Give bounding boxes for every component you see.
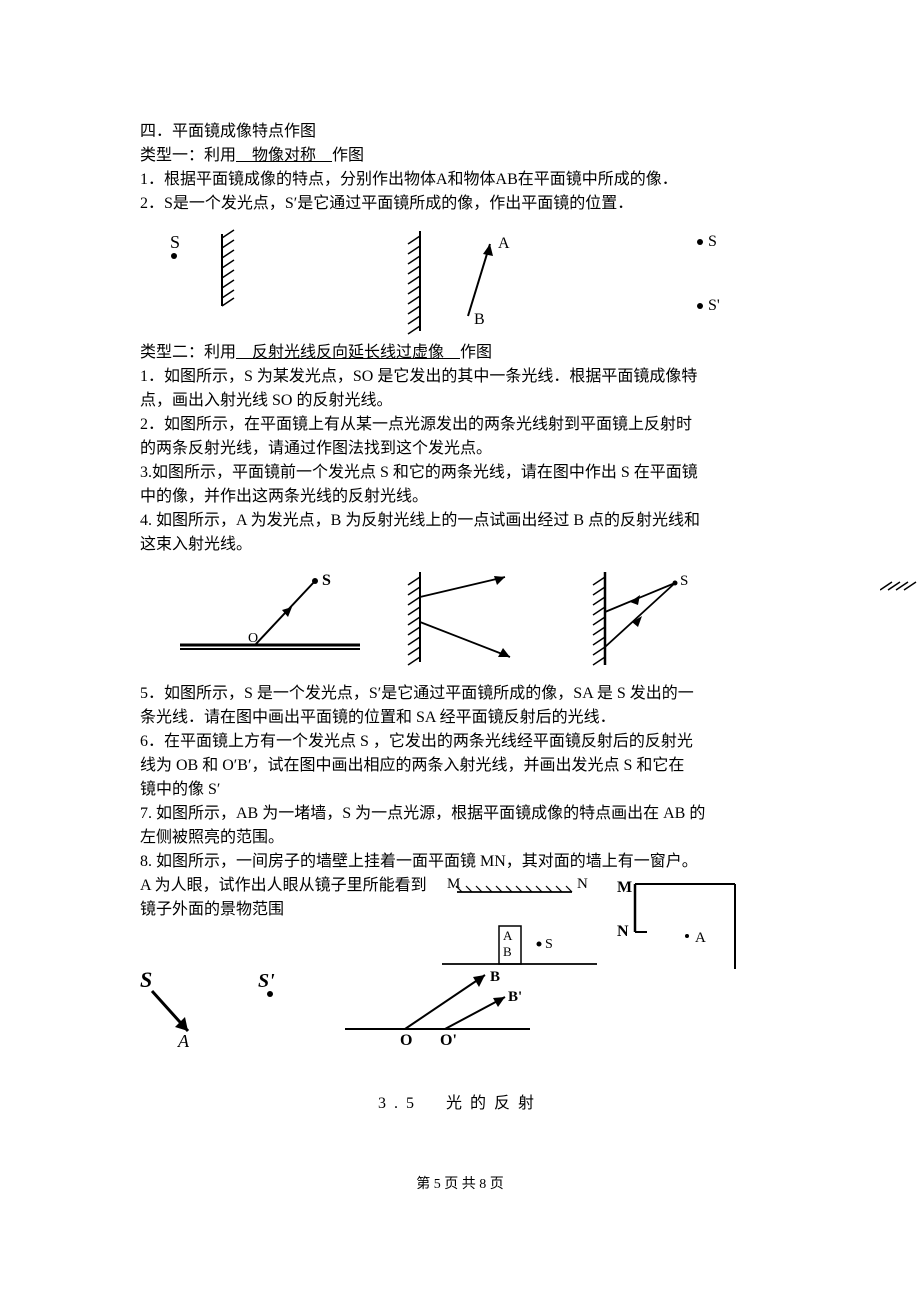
- label-s4: S: [680, 573, 688, 589]
- type2-q6b: 线为 OB 和 O′B′，试在图中画出相应的两条入射光线，并画出发光点 S 和它…: [140, 754, 780, 778]
- type2-q6c: 镜中的像 S′: [140, 778, 780, 802]
- figure-1c: S S': [660, 226, 780, 336]
- figure-2b: [390, 567, 560, 667]
- type2-q1b: 点，画出入射光线 SO 的反射光线。: [140, 389, 780, 413]
- type1-q1: 1．根据平面镜成像的特点，分别作出物体A和物体AB在平面镜中所成的像．: [140, 168, 780, 192]
- heading-4: 四．平面镜成像特点作图: [140, 120, 780, 144]
- figure-peek-right: [880, 560, 920, 600]
- type2-q7a: 7. 如图所示，AB 为一堵墙，S 为一点光源，根据平面镜成像的特点画出在 AB…: [140, 802, 780, 826]
- figure-q6: O O' B B': [335, 969, 545, 1049]
- type2-q6a: 6．在平面镜上方有一个发光点 S ，它发出的两条光线经平面镜反射后的反射光: [140, 730, 780, 754]
- figure-2a: S O: [170, 567, 370, 662]
- label-b2: B: [503, 944, 512, 959]
- type2-q1a: 1．如图所示，S 为某发光点，SO 是它发出的其中一条光线．根据平面镜成像特: [140, 365, 780, 389]
- type2-q8b: A 为人眼，试作出人眼从镜子里所能看到: [140, 874, 427, 898]
- figure-1b: A B: [390, 226, 550, 336]
- type1-post: 作图: [332, 147, 364, 164]
- label-sp: S': [708, 297, 720, 314]
- page-footer: 第 5 页 共 8 页: [140, 1173, 780, 1193]
- type2-q8a: 8. 如图所示，一间房子的墙壁上挂着一面平面镜 MN，其对面的墙上有一窗户。: [140, 850, 780, 874]
- page: 四．平面镜成像特点作图 类型一：利用 物像对称 作图 1．根据平面镜成像的特点，…: [0, 0, 920, 1233]
- label-o2: O: [400, 1032, 412, 1049]
- label-s3: S: [322, 572, 331, 589]
- type2-q5a: 5．如图所示，S 是一个发光点，S′是它通过平面镜所成的像，SA 是 S 发出的…: [140, 682, 780, 706]
- type2-title: 类型二：利用 反射光线反向延长线过虚像 作图: [140, 341, 780, 365]
- type2-pre: 类型二：利用: [140, 344, 236, 361]
- label-n: N: [577, 876, 588, 892]
- type2-underline: 反射光线反向延长线过虚像: [236, 344, 460, 361]
- figure-2c: S: [580, 567, 730, 667]
- label-o: O: [248, 631, 258, 646]
- label-a2: A: [503, 928, 513, 943]
- type1-pre: 类型一：利用: [140, 147, 236, 164]
- figure-q8: M N A: [617, 874, 747, 974]
- label-s: S: [170, 232, 180, 252]
- type2-q2b: 的两条反射光线，请通过作图法找到这个发光点。: [140, 437, 780, 461]
- label-m: M: [447, 876, 460, 892]
- type2-q3a: 3.如图所示，平面镜前一个发光点 S 和它的两条光线，请在图中作出 S 在平面镜: [140, 461, 780, 485]
- figure-row-2: S O: [170, 567, 780, 667]
- type2-q7b: 左侧被照亮的范围。: [140, 826, 780, 850]
- type2-q3b: 中的像，并作出这两条光线的反射光线。: [140, 485, 780, 509]
- type2-q8c: 镜子外面的景物范围: [140, 898, 427, 922]
- figure-q7: M N A B S: [427, 874, 612, 974]
- section-35: 3.5 光的反射: [140, 1089, 780, 1113]
- type1-q2: 2．S是一个发光点，S′是它通过平面镜所成的像，作出平面镜的位置．: [140, 192, 780, 216]
- figure-1a: S: [160, 226, 280, 326]
- label-a: A: [498, 235, 510, 252]
- type1-title: 类型一：利用 物像对称 作图: [140, 144, 780, 168]
- label-b: B: [474, 311, 485, 328]
- type2-post: 作图: [460, 344, 492, 361]
- label-sp2: S': [258, 970, 275, 992]
- q8-row: A 为人眼，试作出人眼从镜子里所能看到 镜子外面的景物范围 M N A B S: [140, 874, 780, 974]
- type2-q4a: 4. 如图所示，A 为发光点，B 为反射光线上的一点试画出经过 B 点的反射光线…: [140, 509, 780, 533]
- figure-row-3: S A S' O O' B B': [140, 969, 780, 1049]
- label-b3: B: [490, 969, 500, 985]
- figure-row-1: S A B: [160, 226, 780, 336]
- label-op: O': [440, 1032, 457, 1049]
- figure-q5: S A S': [140, 969, 310, 1049]
- type2-q5b: 条光线．请在图中画出平面镜的位置和 SA 经平面镜反射后的光线．: [140, 706, 780, 730]
- type2-q4b: 这束入射光线。: [140, 533, 780, 557]
- label-m2: M: [617, 879, 632, 896]
- label-a3: A: [695, 930, 706, 946]
- label-bp: B': [508, 989, 522, 1005]
- label-n2: N: [617, 923, 629, 940]
- label-a4: A: [177, 1031, 190, 1049]
- type1-underline: 物像对称: [236, 147, 332, 164]
- label-s5: S: [545, 937, 553, 952]
- label-s2: S: [708, 233, 717, 250]
- label-s6: S: [140, 969, 152, 992]
- type2-q2a: 2．如图所示，在平面镜上有从某一点光源发出的两条光线射到平面镜上反射时: [140, 413, 780, 437]
